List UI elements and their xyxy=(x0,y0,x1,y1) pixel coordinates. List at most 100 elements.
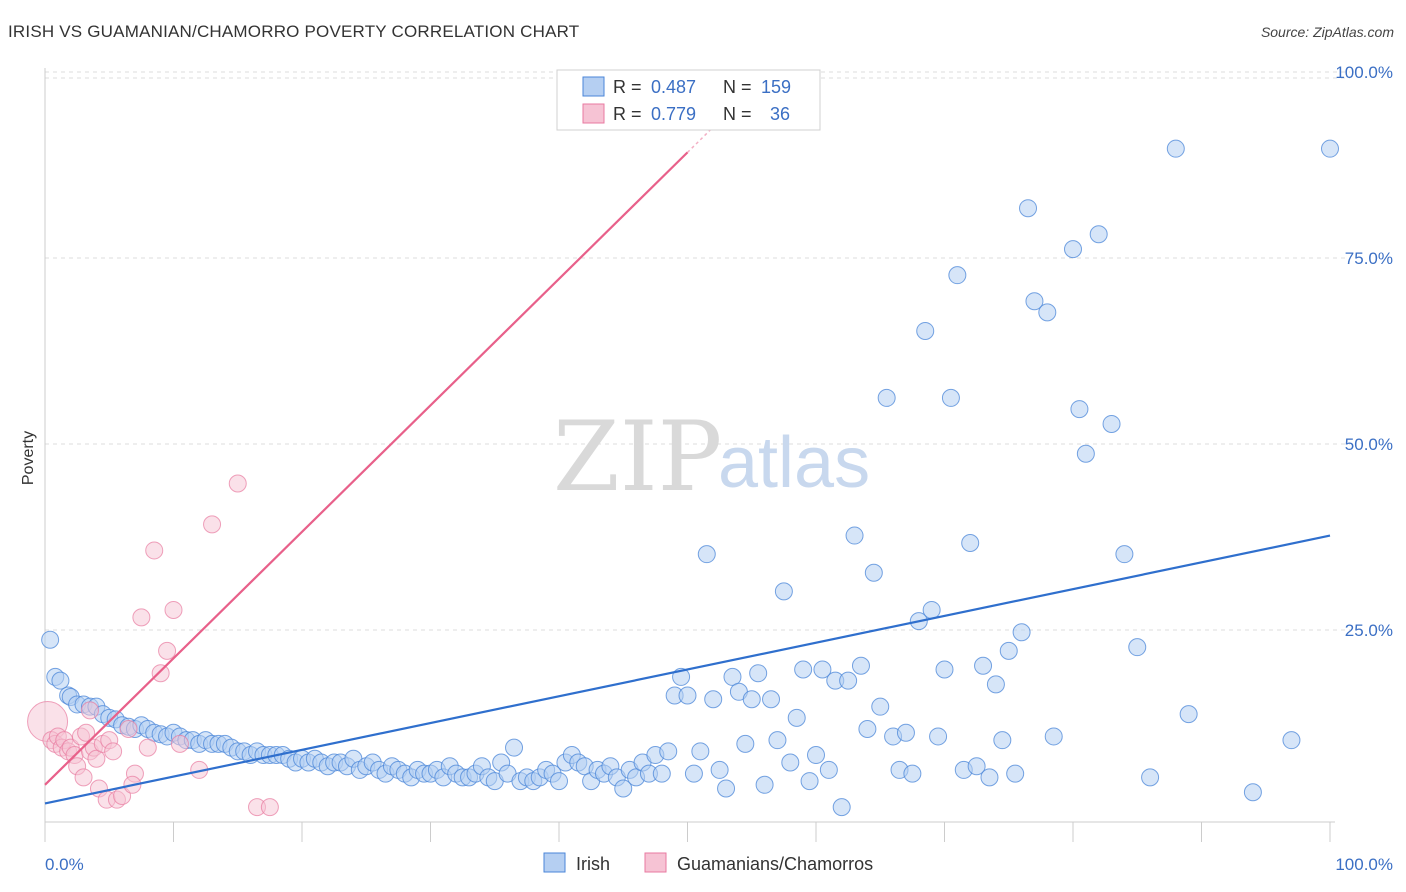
trend-line-irish xyxy=(44,534,1331,805)
y-tick-labels: 25.0% 50.0% 75.0% 100.0% xyxy=(1335,63,1393,640)
irish-point xyxy=(749,664,768,683)
irish-series xyxy=(41,139,1339,817)
watermark: ZIP atlas xyxy=(553,401,870,513)
irish-point xyxy=(1019,199,1038,218)
guam-point xyxy=(104,742,123,761)
irish-point xyxy=(755,775,774,794)
irish-point xyxy=(1179,705,1198,724)
irish-point xyxy=(704,690,723,709)
y-axis-title: Poverty xyxy=(20,431,37,485)
irish-point xyxy=(941,388,960,407)
legend-r-label-irish: R = xyxy=(613,77,642,97)
irish-point xyxy=(845,526,864,545)
irish-point xyxy=(819,760,838,779)
legend-swatch-irish xyxy=(582,76,605,97)
guam-point xyxy=(80,701,99,720)
gridlines xyxy=(45,71,1350,631)
legend-box: R = 0.487 N = 159 R = 0.779 N = 36 xyxy=(556,69,821,131)
irish-point xyxy=(986,675,1005,694)
legend-n-label-irish: N = xyxy=(723,77,752,97)
y-tick-label: 50.0% xyxy=(1345,435,1393,454)
irish-point xyxy=(1102,414,1121,433)
watermark-atlas: atlas xyxy=(718,423,870,503)
bottom-legend-label-guam: Guamanians/Chamorros xyxy=(677,854,873,874)
irish-point xyxy=(832,798,851,817)
irish-point xyxy=(807,746,825,765)
irish-point xyxy=(614,779,633,798)
irish-point xyxy=(717,779,736,798)
irish-point xyxy=(1064,240,1082,259)
trend-line-guam-extension xyxy=(686,126,714,153)
legend-r-value-irish: 0.487 xyxy=(651,77,696,97)
legend-n-label-guam: N = xyxy=(723,104,752,124)
irish-point xyxy=(684,764,703,783)
x-tick-label: 0.0% xyxy=(45,855,84,874)
guam-point xyxy=(138,738,157,757)
irish-point xyxy=(1141,768,1160,787)
irish-point xyxy=(723,667,742,686)
y-tick-label: 75.0% xyxy=(1345,249,1393,268)
irish-point xyxy=(1025,292,1044,311)
bottom-legend-swatch-irish xyxy=(543,852,566,873)
irish-point xyxy=(659,742,678,761)
trend-lines xyxy=(44,126,1331,805)
irish-point xyxy=(710,760,729,779)
legend-swatch-guam xyxy=(582,103,605,124)
guam-point xyxy=(132,608,151,627)
irish-point xyxy=(41,630,60,649)
irish-point xyxy=(948,266,967,285)
irish-point xyxy=(896,723,915,742)
irish-point xyxy=(839,671,858,690)
bottom-legend: Irish Guamanians/Chamorros xyxy=(543,852,873,874)
guam-point xyxy=(260,798,279,817)
legend-n-value-irish: 159 xyxy=(761,77,791,97)
guam-point xyxy=(77,723,96,742)
irish-point xyxy=(1089,225,1108,244)
irish-point xyxy=(864,563,883,582)
irish-point xyxy=(1070,400,1089,419)
irish-point xyxy=(768,731,787,750)
source-attribution: Source: ZipAtlas.com xyxy=(1260,24,1394,40)
legend-r-value-guam: 0.779 xyxy=(651,104,696,124)
irish-point xyxy=(505,738,524,757)
irish-point xyxy=(851,656,870,675)
irish-point xyxy=(51,671,70,690)
irish-point xyxy=(877,388,896,407)
irish-point xyxy=(762,690,781,709)
irish-point xyxy=(858,720,877,738)
guam-point xyxy=(203,515,222,534)
guam-point xyxy=(145,541,164,560)
irish-point xyxy=(1115,545,1134,564)
irish-point xyxy=(1044,727,1063,746)
irish-point xyxy=(774,582,793,601)
irish-point xyxy=(781,753,800,772)
irish-point xyxy=(935,660,954,679)
irish-point xyxy=(961,534,980,552)
irish-point xyxy=(999,641,1018,660)
irish-point xyxy=(787,708,806,727)
axes xyxy=(44,68,1335,842)
trend-line-guam xyxy=(44,151,689,786)
irish-point xyxy=(550,772,568,791)
irish-point xyxy=(742,690,761,709)
guam-point xyxy=(119,720,138,738)
irish-point xyxy=(922,600,941,619)
irish-point xyxy=(678,686,697,705)
irish-point xyxy=(1076,444,1095,463)
bottom-legend-label-irish: Irish xyxy=(576,854,610,874)
guam-point xyxy=(87,749,106,768)
irish-point xyxy=(1012,623,1031,642)
irish-point xyxy=(1282,731,1301,750)
irish-point xyxy=(1166,139,1185,158)
irish-point xyxy=(794,660,813,679)
irish-point xyxy=(974,656,993,675)
irish-point xyxy=(916,321,935,340)
guam-point xyxy=(228,474,247,493)
legend-r-label-guam: R = xyxy=(613,104,642,124)
watermark-zip: ZIP xyxy=(553,401,722,513)
x-tick-labels: 0.0% 100.0% xyxy=(45,855,1393,874)
irish-point xyxy=(903,764,922,783)
guam-point xyxy=(151,664,170,683)
irish-point xyxy=(967,757,986,776)
